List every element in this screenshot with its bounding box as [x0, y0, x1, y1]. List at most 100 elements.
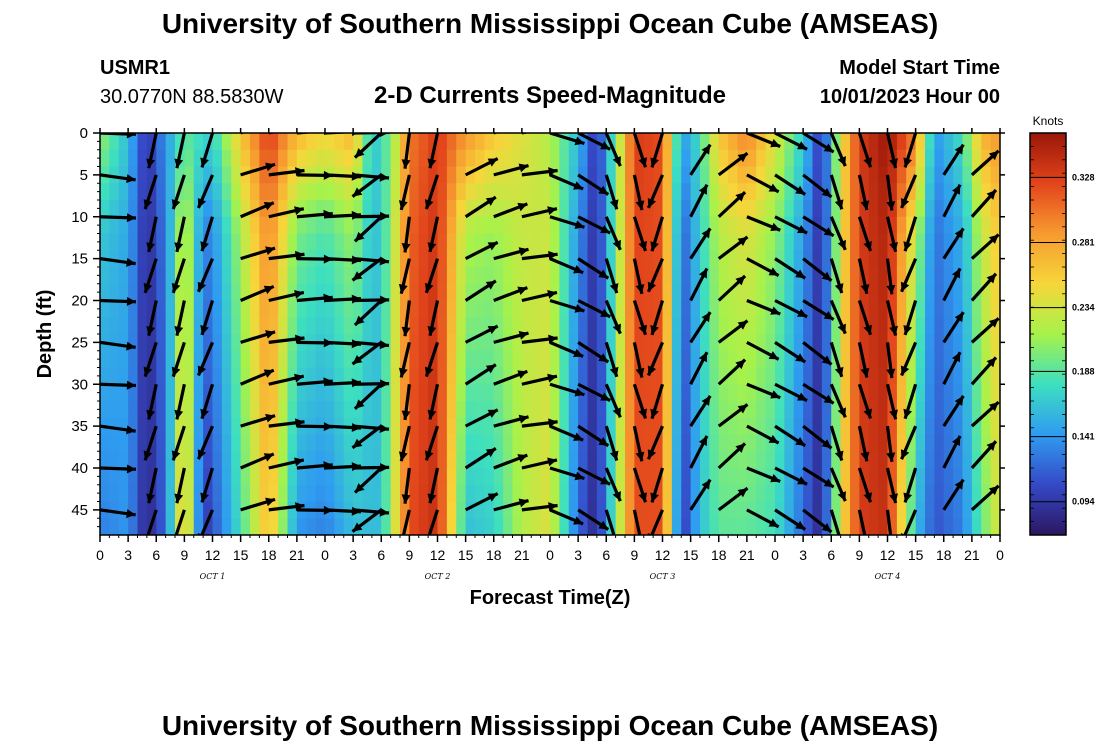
- heatmap-cell: [146, 166, 157, 184]
- heatmap-cell: [287, 283, 298, 302]
- current-arrow: [885, 216, 898, 253]
- heatmap-cell: [165, 350, 176, 369]
- heatmap-cell: [812, 484, 823, 503]
- heatmap-cell: [193, 200, 204, 218]
- heatmap-cell: [728, 283, 739, 302]
- heatmap-cell: [100, 367, 110, 385]
- heatmap-cell: [325, 451, 335, 469]
- heatmap-cell: [381, 183, 392, 201]
- heatmap-cell: [334, 484, 345, 503]
- heatmap-cell: [728, 233, 739, 251]
- current-arrow: [464, 279, 497, 302]
- heatmap-cell: [690, 401, 701, 419]
- heatmap-cell: [821, 401, 832, 419]
- heatmap-cell: [446, 300, 457, 318]
- heatmap-cell: [840, 384, 851, 402]
- heatmap-cell: [925, 451, 935, 469]
- heatmap-cell: [521, 200, 532, 218]
- heatmap-cell: [446, 250, 457, 268]
- heatmap-cell: [325, 183, 335, 201]
- heatmap-cell: [531, 149, 542, 168]
- heatmap-cell: [184, 451, 195, 469]
- current-arrow: [268, 206, 305, 219]
- heatmap-cell: [456, 300, 467, 318]
- heatmap-cell: [896, 451, 907, 469]
- heatmap-cell: [709, 317, 720, 335]
- current-arrow: [424, 174, 440, 210]
- heatmap-cell: [765, 367, 776, 385]
- heatmap-cell: [728, 250, 739, 268]
- heatmap-cell: [118, 401, 129, 419]
- heatmap-cell: [568, 451, 579, 469]
- heatmap-cell: [625, 451, 635, 469]
- heatmap-cell: [212, 401, 223, 419]
- current-arrow: [900, 257, 918, 293]
- heatmap-cell: [409, 166, 420, 184]
- heatmap-cell: [512, 133, 523, 151]
- heatmap-cell: [559, 200, 570, 218]
- heatmap-cell: [268, 367, 279, 385]
- heatmap-cell: [700, 501, 710, 519]
- heatmap-cell: [418, 250, 429, 268]
- current-arrow: [268, 373, 305, 386]
- heatmap-cell: [662, 350, 673, 369]
- current-arrow: [802, 215, 835, 238]
- heatmap-cell: [765, 183, 776, 201]
- heatmap-cell: [400, 451, 410, 469]
- heatmap-cell: [756, 384, 767, 402]
- heatmap-cell: [446, 334, 457, 352]
- heatmap-cell: [634, 250, 645, 268]
- heatmap-cell: [915, 401, 926, 419]
- heatmap-cell: [718, 451, 729, 469]
- heatmap-cell: [540, 484, 551, 503]
- heatmap-cell: [475, 317, 485, 335]
- heatmap-cell: [850, 401, 860, 419]
- heatmap-cell: [840, 334, 851, 352]
- heatmap-cell: [456, 233, 467, 251]
- heatmap-cell: [390, 233, 401, 251]
- heatmap-cell: [381, 367, 392, 385]
- heatmap-cell: [184, 166, 195, 184]
- heatmap-cell: [456, 468, 467, 486]
- heatmap-cell: [521, 401, 532, 419]
- heatmap-cell: [878, 283, 889, 302]
- current-arrow: [829, 341, 844, 378]
- heatmap-cell: [737, 468, 748, 486]
- heatmap-cell: [756, 267, 767, 285]
- heatmap-cell: [765, 518, 776, 535]
- heatmap-cell: [981, 267, 992, 285]
- heatmap-cell: [212, 518, 223, 535]
- heatmap-cell: [990, 334, 1000, 352]
- heatmap-cell: [971, 501, 982, 519]
- heatmap-cell: [221, 283, 232, 302]
- heatmap-cell: [643, 384, 654, 402]
- heatmap-cell: [371, 367, 382, 385]
- heatmap-cell: [690, 233, 701, 251]
- current-arrow: [401, 509, 411, 535]
- heatmap-cell: [821, 384, 832, 402]
- heatmap-cell: [981, 317, 992, 335]
- heatmap-cell: [175, 133, 185, 151]
- heatmap-cell: [231, 200, 242, 218]
- heatmap-cell: [184, 434, 195, 452]
- heatmap-cell: [812, 417, 823, 436]
- heatmap-cell: [146, 468, 157, 486]
- heatmap-cell: [437, 434, 448, 452]
- heatmap-cell: [521, 484, 532, 503]
- current-arrow: [829, 425, 844, 462]
- heatmap-cell: [690, 317, 701, 335]
- current-arrow: [464, 195, 497, 219]
- heatmap-cell: [850, 350, 860, 369]
- heatmap-cell: [606, 283, 617, 302]
- heatmap-cell: [193, 233, 204, 251]
- heatmap-cell: [662, 518, 673, 535]
- heatmap-cell: [437, 501, 448, 519]
- heatmap-cell: [203, 401, 214, 419]
- heatmap-cell: [540, 468, 551, 486]
- heatmap-cell: [737, 501, 748, 519]
- heatmap-cell: [493, 200, 504, 218]
- heatmap-cell: [971, 350, 982, 369]
- heatmap-cell: [512, 501, 523, 519]
- heatmap-cell: [268, 133, 279, 151]
- heatmap-cell: [850, 149, 860, 168]
